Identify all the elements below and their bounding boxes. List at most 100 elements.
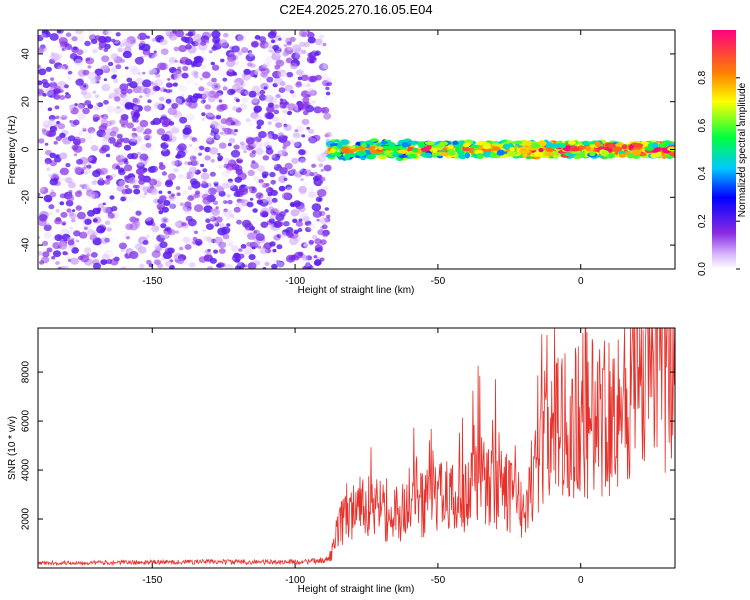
- noise-blob: [64, 84, 69, 89]
- noise-blob: [103, 99, 109, 105]
- noise-blob: [107, 137, 116, 144]
- noise-blob: [275, 59, 285, 67]
- noise-blob: [254, 68, 260, 73]
- noise-blob: [65, 200, 74, 207]
- noise-blob: [153, 102, 163, 110]
- noise-blob: [223, 157, 231, 164]
- signal-blob: [559, 143, 566, 149]
- noise-blob: [250, 161, 259, 170]
- noise-blob: [49, 33, 59, 41]
- spectrogram-x-tick-label: -50: [431, 276, 446, 287]
- noise-blob: [77, 102, 86, 109]
- noise-blob: [133, 112, 141, 118]
- noise-blob: [42, 251, 50, 258]
- noise-blob: [284, 209, 289, 213]
- noise-blob: [67, 230, 73, 234]
- noise-blob: [274, 160, 278, 164]
- noise-blob: [173, 70, 182, 78]
- signal-blob: [581, 140, 590, 146]
- noise-blob: [283, 221, 290, 227]
- noise-blob: [225, 163, 235, 171]
- signal-blob: [401, 141, 408, 148]
- noise-blob: [248, 122, 254, 127]
- noise-blob: [188, 144, 193, 147]
- noise-blob: [295, 82, 302, 88]
- noise-blob: [113, 56, 123, 64]
- noise-blob: [59, 201, 65, 206]
- noise-blob: [208, 132, 215, 138]
- snr-x-tick-label: -150: [142, 575, 162, 586]
- noise-blob: [129, 251, 139, 259]
- noise-blob: [283, 43, 288, 48]
- noise-blob: [175, 96, 185, 104]
- noise-blob: [122, 137, 130, 144]
- signal-blob: [525, 140, 533, 147]
- noise-blob: [214, 222, 220, 227]
- noise-blob: [222, 233, 230, 240]
- noise-blob: [92, 207, 101, 215]
- noise-blob: [240, 144, 248, 151]
- noise-blob: [255, 233, 265, 242]
- signal-blob: [496, 149, 506, 156]
- noise-blob: [160, 142, 169, 150]
- signal-blob: [545, 147, 554, 153]
- noise-blob: [125, 223, 134, 230]
- signal-blob: [482, 144, 492, 150]
- noise-blob: [233, 145, 237, 149]
- noise-blob: [161, 206, 169, 213]
- noise-blob: [61, 233, 71, 242]
- noise-blob: [92, 218, 98, 223]
- noise-blob: [292, 218, 298, 223]
- noise-blob: [127, 197, 134, 203]
- noise-blob: [45, 66, 52, 72]
- noise-blob: [251, 186, 256, 190]
- noise-blob: [135, 77, 144, 85]
- noise-blob: [94, 223, 100, 227]
- noise-blob: [251, 97, 259, 104]
- noise-blob: [45, 160, 50, 165]
- noise-blob: [69, 53, 78, 60]
- noise-blob: [213, 181, 219, 186]
- noise-blob: [193, 204, 204, 213]
- noise-blob: [200, 40, 207, 46]
- noise-blob: [256, 165, 265, 172]
- noise-blob: [124, 40, 134, 48]
- signal-blob: [568, 140, 576, 145]
- noise-blob: [38, 203, 42, 208]
- noise-blob: [213, 194, 219, 199]
- noise-blob: [136, 162, 145, 170]
- noise-blob: [207, 238, 214, 244]
- noise-blob: [97, 227, 101, 231]
- noise-blob: [144, 192, 148, 196]
- noise-blob: [133, 105, 139, 111]
- signal-blob: [378, 146, 384, 151]
- noise-blob: [139, 153, 149, 162]
- noise-blob: [56, 30, 62, 34]
- noise-blob: [222, 77, 228, 82]
- noise-blob: [137, 72, 142, 76]
- noise-blob: [147, 67, 158, 76]
- noise-blob: [75, 78, 84, 86]
- spectrogram-x-tick-label: -150: [142, 276, 162, 287]
- noise-blob: [120, 266, 127, 269]
- noise-blob: [301, 118, 310, 126]
- noise-blob: [271, 263, 278, 269]
- noise-blob: [298, 63, 307, 71]
- noise-blob: [139, 263, 145, 269]
- noise-blob: [174, 59, 178, 63]
- noise-blob: [145, 216, 152, 222]
- noise-blob: [84, 247, 92, 254]
- noise-blob: [187, 185, 193, 191]
- noise-blob: [233, 219, 237, 223]
- noise-blob: [243, 68, 251, 75]
- noise-blob: [235, 34, 244, 42]
- noise-blob: [117, 159, 125, 165]
- noise-blob: [96, 225, 106, 234]
- signal-blob: [644, 146, 655, 151]
- noise-blob: [38, 104, 46, 112]
- noise-blob: [72, 119, 80, 126]
- noise-blob: [203, 205, 213, 213]
- signal-blob: [589, 150, 596, 157]
- noise-blob: [209, 214, 214, 218]
- noise-blob: [163, 94, 168, 99]
